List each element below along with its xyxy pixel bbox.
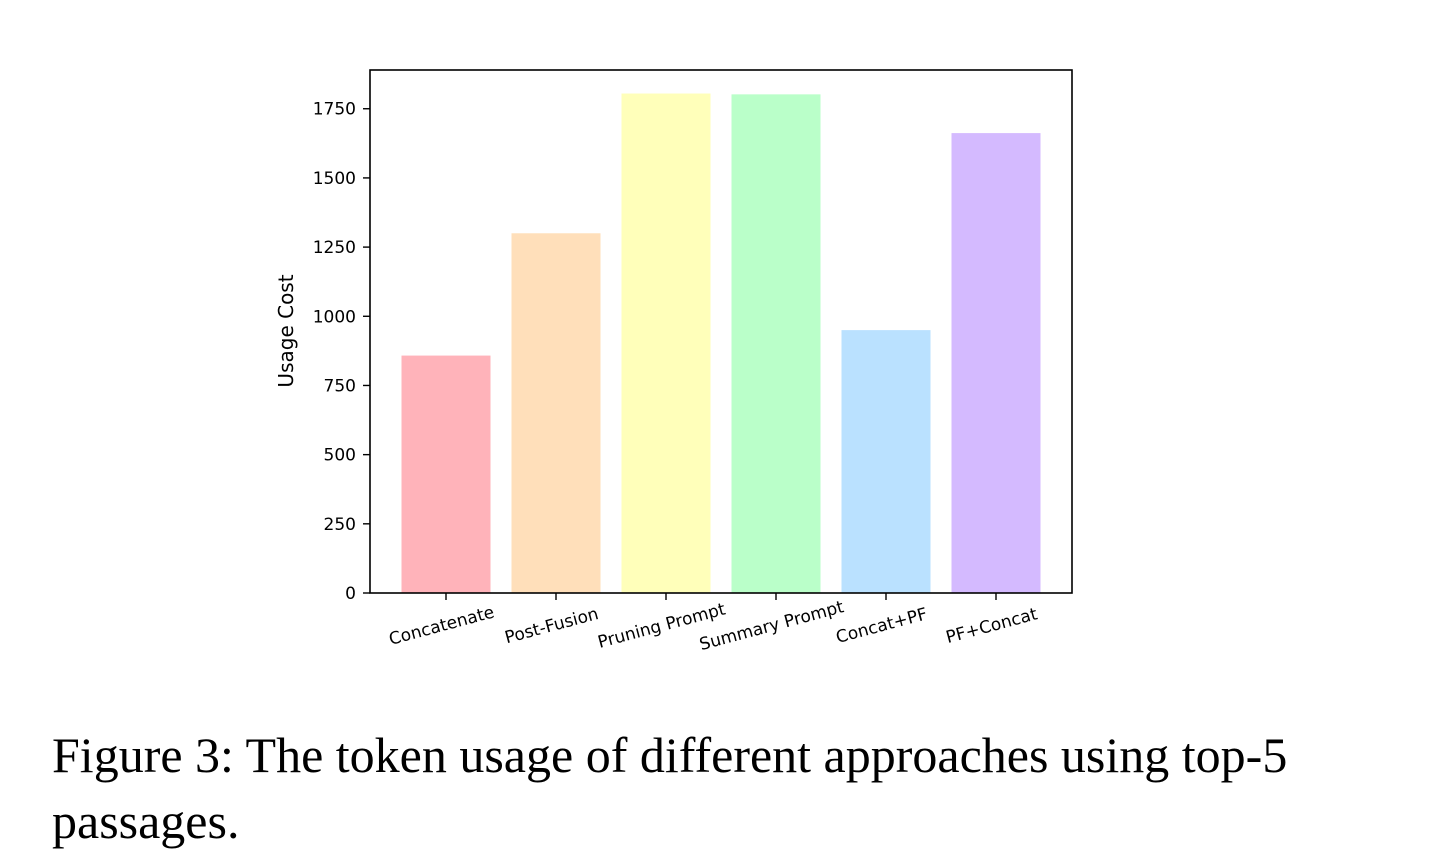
bar-post-fusion xyxy=(511,233,601,593)
y-tick-label: 1000 xyxy=(313,307,356,327)
y-tick-label: 0 xyxy=(345,584,356,604)
y-axis-label: Usage Cost xyxy=(274,274,298,387)
bars xyxy=(401,93,1041,594)
x-tick-label: Concat+PF xyxy=(834,604,930,648)
bar-chart: 0 250 500 750 1000 1250 1500 1750 Concatenate Po… xyxy=(274,69,1073,655)
bar-pf-concat xyxy=(951,133,1041,594)
y-tick-label: 500 xyxy=(324,446,356,466)
x-tick-label: Post-Fusion xyxy=(503,604,601,648)
y-axis-ticks: 0 250 500 750 1000 1250 1500 1750 xyxy=(313,100,370,604)
x-tick-label: PF+Concat xyxy=(944,604,1040,648)
y-tick-label: 1750 xyxy=(313,100,356,120)
y-tick-label: 1500 xyxy=(313,169,356,189)
x-tick-label: Concatenate xyxy=(387,603,497,650)
bar-summary-prompt xyxy=(731,94,821,594)
bar-pruning-prompt xyxy=(621,93,711,593)
bar-concatenate xyxy=(401,355,491,593)
bar-concat-pf xyxy=(841,330,931,593)
y-tick-label: 250 xyxy=(324,515,356,535)
y-tick-label: 750 xyxy=(324,376,356,396)
axes-frame xyxy=(369,69,1073,594)
figure-caption: Figure 3: The token usage of different a… xyxy=(52,727,1288,849)
y-tick-label: 1250 xyxy=(313,238,356,258)
